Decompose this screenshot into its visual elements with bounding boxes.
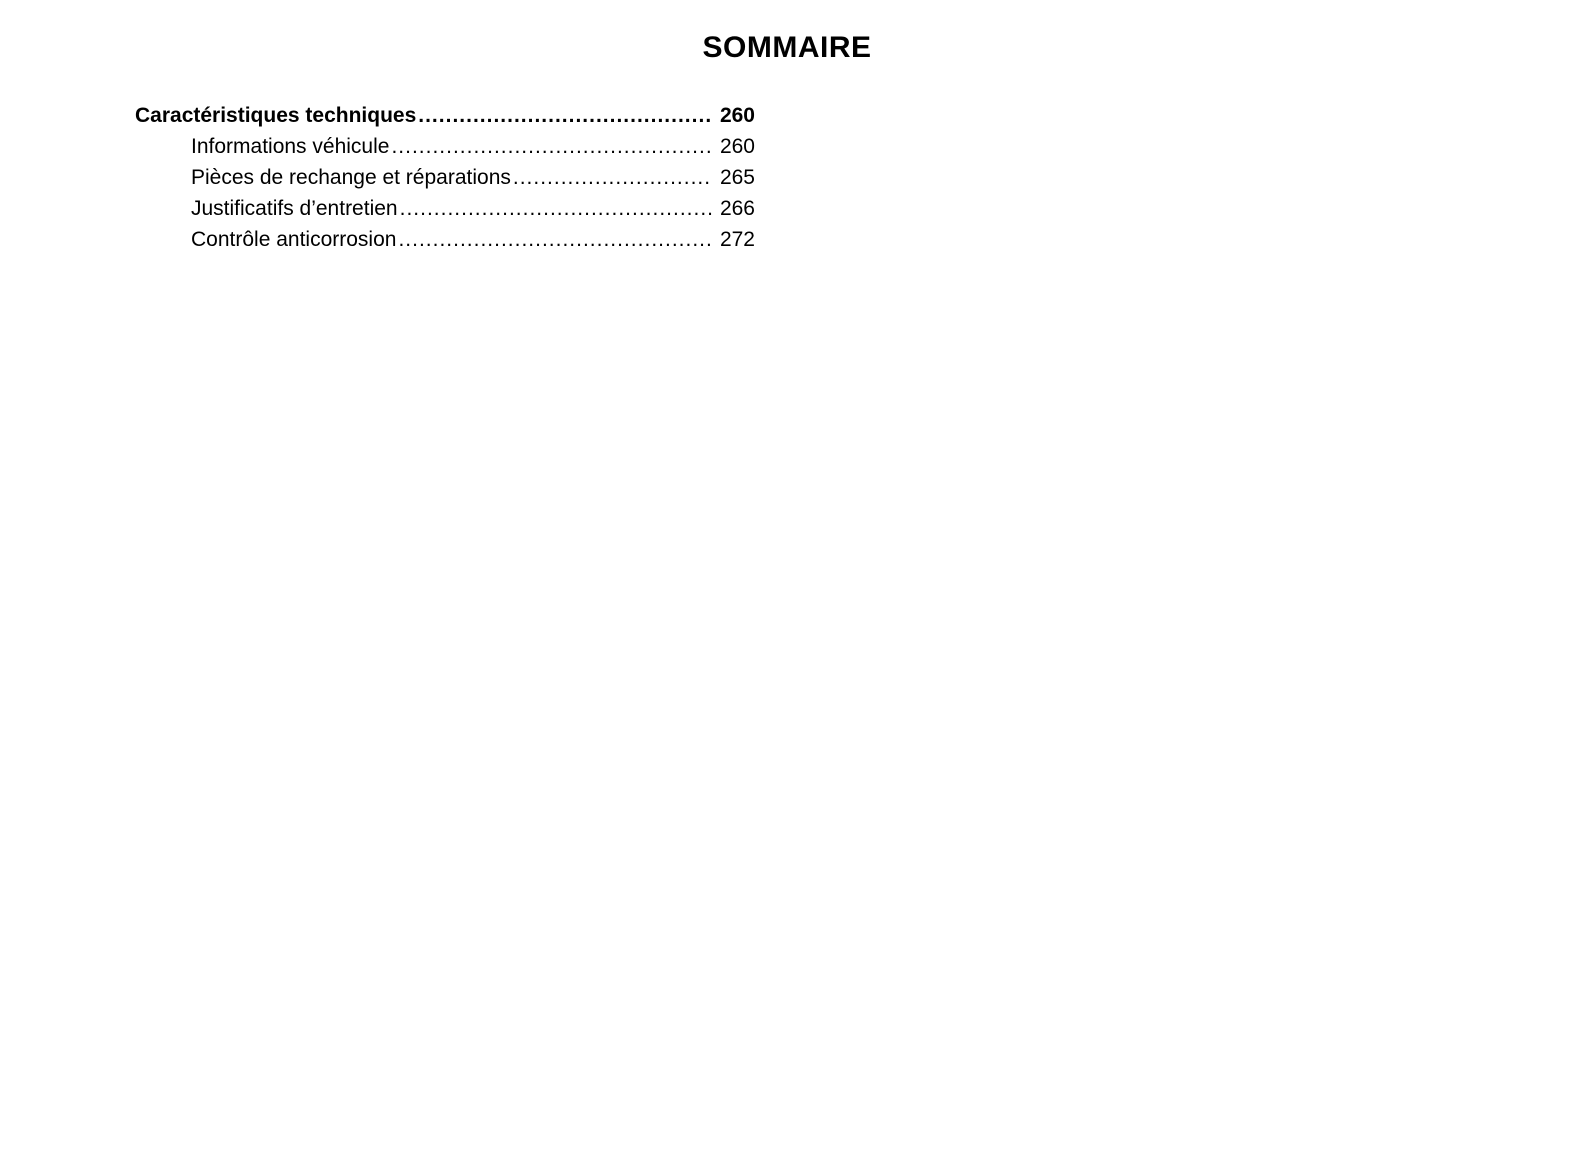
toc-entry-label: Informations véhicule [191, 135, 390, 158]
toc-entry: Contrôle anticorrosion 272 [135, 224, 755, 255]
toc-entry-label: Contrôle anticorrosion [191, 228, 397, 251]
page-title: SOMMAIRE [702, 31, 872, 64]
toc-entry-label: Pièces de rechange et réparations [191, 166, 511, 189]
dot-leader [391, 131, 713, 162]
dot-leader [513, 162, 713, 193]
toc-entry-page: 260 [719, 135, 755, 158]
toc-entry-page: 272 [719, 228, 755, 251]
toc-entry: Justificatifs d’entretien 266 [135, 193, 755, 224]
toc-entry: Pièces de rechange et réparations 265 [135, 162, 755, 193]
toc-entry-label: Caractéristiques techniques [135, 104, 417, 127]
dot-leader [418, 100, 713, 131]
dot-leader [398, 224, 713, 255]
toc-entry-label: Justificatifs d’entretien [191, 197, 398, 220]
toc-entry-page: 265 [719, 166, 755, 189]
toc-entry-page: 266 [719, 197, 755, 220]
toc-entry: Informations véhicule 260 [135, 131, 755, 162]
toc-entry: Caractéristiques techniques 260 [135, 100, 755, 131]
toc-entry-page: 260 [719, 104, 755, 127]
dot-leader [400, 193, 713, 224]
table-of-contents: Caractéristiques techniques 260 Informat… [135, 100, 755, 255]
